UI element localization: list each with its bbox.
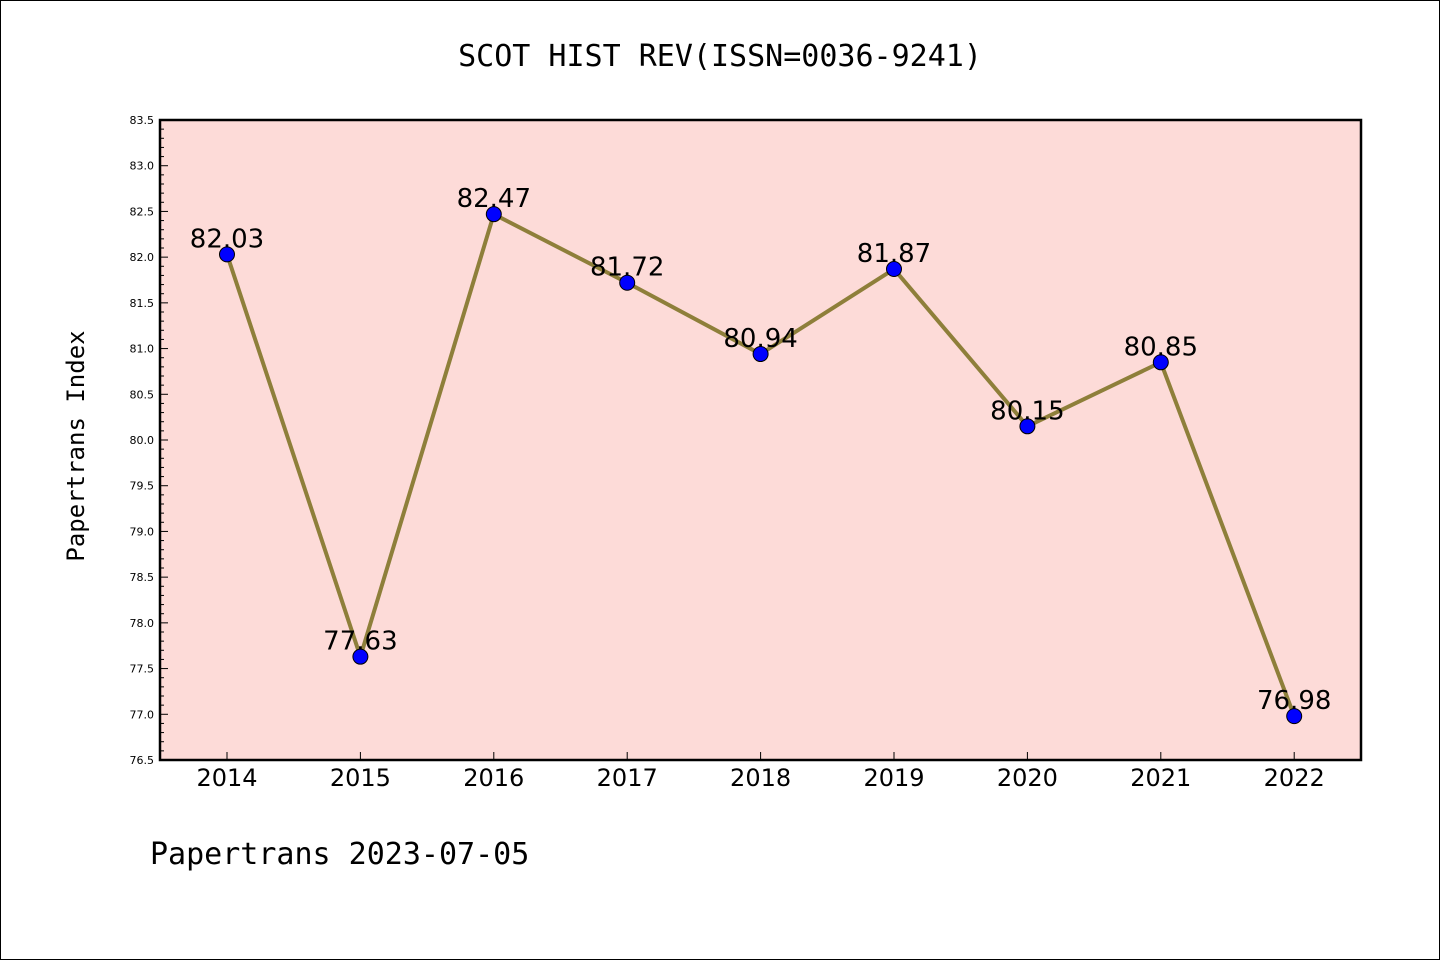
data-point [1286, 708, 1303, 725]
data-point [886, 261, 902, 278]
data-label-group: 82.03 77.63 82.47 81.72 80.94 81.87 80.15 80.85… [190, 184, 1332, 716]
data-point [619, 274, 636, 291]
plot-area [160, 120, 1361, 760]
data-point [352, 648, 369, 665]
data-label: 82.47 [457, 184, 531, 214]
y-tick-label: 78.5 [130, 571, 155, 584]
y-tick-label: 81.0 [130, 343, 155, 356]
data-point [752, 346, 769, 363]
footer-credit: Papertrans 2023-07-05 [150, 837, 529, 872]
data-point [219, 246, 235, 263]
x-tick-label: 2015 [330, 764, 391, 792]
data-label: 80.15 [990, 396, 1064, 426]
y-tick-label: 78.0 [130, 617, 155, 630]
y-tick-label: 82.0 [130, 251, 155, 264]
y-tick-label: 76.5 [130, 754, 155, 767]
data-label: 81.87 [857, 239, 931, 269]
series-line-group [219, 206, 1303, 725]
data-label: 80.94 [723, 324, 797, 354]
y-tick-label: 79.5 [130, 480, 155, 493]
y-tick-label: 77.0 [130, 708, 155, 721]
y-tick-label: 80.5 [130, 388, 155, 401]
data-label: 82.03 [190, 224, 264, 254]
plot-border [158, 118, 1363, 762]
y-tick-label: 81.5 [130, 297, 155, 310]
y-tick-label: 79.0 [130, 525, 155, 538]
x-tick-label: 2020 [997, 764, 1058, 792]
x-tick-label: 2016 [463, 764, 524, 792]
x-tick-label: 2014 [196, 764, 257, 792]
x-tick-label: 2017 [597, 764, 658, 792]
data-label: 80.85 [1124, 332, 1198, 362]
x-tick-label: 2019 [863, 764, 924, 792]
data-point [1152, 354, 1169, 371]
x-axis: 2014 2015 2016 2017 2018 2019 2020 2021 2022 [196, 752, 1325, 792]
data-label: 81.72 [590, 253, 664, 283]
y-tick-label: 83.0 [130, 160, 155, 173]
y-tick-label: 83.5 [130, 114, 155, 127]
y-axis-label: Papertrans Index [62, 330, 90, 561]
y-tick-label: 82.5 [130, 205, 155, 218]
data-point [485, 206, 502, 223]
y-tick-label: 80.0 [130, 434, 155, 447]
chart-title: SCOT HIST REV(ISSN=0036-9241) [458, 39, 982, 74]
data-label: 77.63 [323, 627, 397, 657]
data-point [1019, 418, 1036, 435]
data-label: 76.98 [1257, 686, 1331, 716]
y-axis: 76.5 77.0 77.5 78.0 78.5 79.0 79.5 80.0 80.5 81.0… [130, 114, 168, 767]
y-tick-label: 77.5 [130, 663, 155, 676]
x-tick-label: 2022 [1264, 764, 1325, 792]
x-tick-label: 2021 [1130, 764, 1191, 792]
x-tick-label: 2018 [730, 764, 791, 792]
